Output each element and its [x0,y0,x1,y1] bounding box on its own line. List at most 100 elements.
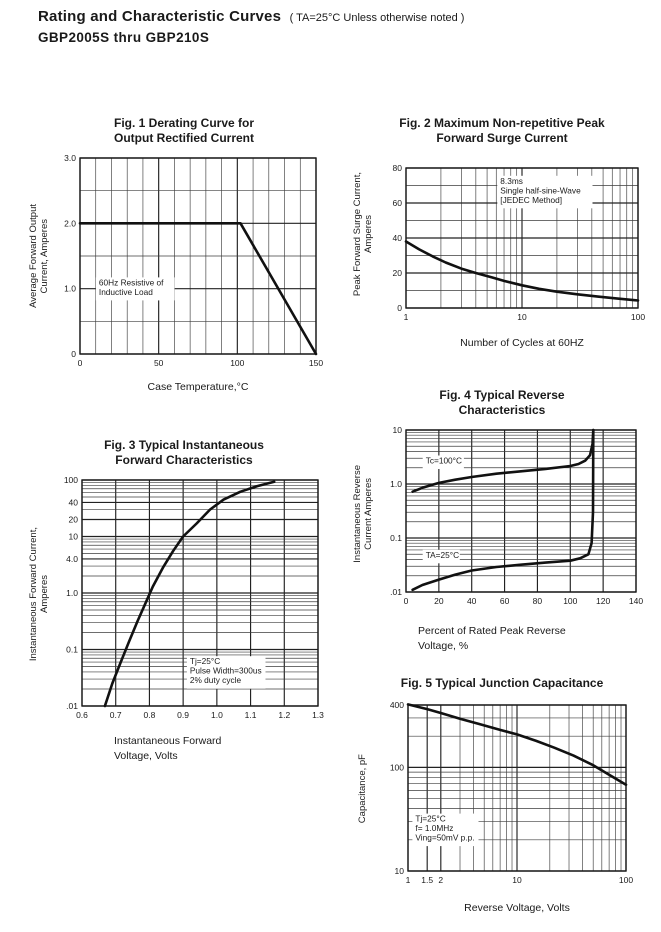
svg-text:100: 100 [631,312,645,322]
figure-2: Fig. 2 Maximum Non-repetitive Peak Forwa… [350,116,654,351]
svg-text:0.1: 0.1 [390,533,402,543]
figure-2-y-axis-label: Peak Forward Surge Current, Amperes [351,171,374,297]
svg-text:0: 0 [404,596,409,606]
svg-text:100: 100 [390,762,404,772]
figure-3-title-line2: Forward Characteristics [115,453,253,467]
svg-text:10: 10 [395,866,405,876]
svg-text:40: 40 [69,498,79,508]
figure-3: Fig. 3 Typical Instantaneous Forward Cha… [26,438,342,764]
svg-text:0: 0 [397,303,402,313]
figure-1-x-axis-label: Case Temperature,°C [147,381,249,393]
svg-text:100: 100 [64,475,78,485]
figure-3-x-axis-label: Instantaneous Forward Voltage, Volts [114,735,222,763]
svg-text:20: 20 [69,515,79,525]
svg-text:0.8: 0.8 [143,710,155,720]
part-number-range: GBP2005S thru GBP210S [38,30,210,45]
svg-text:0.9: 0.9 [177,710,189,720]
figure-1-plot: 0 50 100 150 3.0 2.0 1.0 0 60Hz Resistive ofIndu… [64,153,323,368]
svg-text:1.0: 1.0 [66,588,78,598]
figure-2-title-line2: Forward Surge Current [436,131,568,145]
svg-text:1.5: 1.5 [421,875,433,885]
figure-5-title-line1: Fig. 5 Typical Junction Capacitance [400,676,604,690]
figure-4-plot: 0 20 40 60 80 100 120 140 10 1.0 0.1 .01 Tc=100°C TA=… [390,425,643,606]
svg-text:3.0: 3.0 [64,153,76,163]
svg-text:10: 10 [517,312,527,322]
figure-1-title: Fig. 1 Derating Curve for Output Rectifi… [26,116,342,146]
svg-text:4.0: 4.0 [66,554,78,564]
svg-text:Tj=25°C: Tj=25°C [415,814,445,824]
svg-text:1.1: 1.1 [245,710,257,720]
figure-4-y-axis-label: Instantaneous Reverse Current Amperes [351,465,374,563]
svg-text:0.1: 0.1 [66,645,78,655]
figure-2-x-axis-label: Number of Cycles at 60HZ [460,337,584,349]
svg-text:Tj=25°C: Tj=25°C [190,656,220,666]
svg-text:400: 400 [390,700,404,710]
figure-1-title-line1: Fig. 1 Derating Curve for [113,116,255,130]
page-title: Rating and Characteristic Curves [38,8,282,25]
svg-text:0: 0 [78,358,83,368]
figure-3-title-line1: Fig. 3 Typical Instantaneous [104,438,264,452]
figure-4-title: Fig. 4 Typical Reverse Characteristics [350,388,654,418]
svg-text:50: 50 [154,358,164,368]
svg-text:10: 10 [393,425,403,435]
figure-1-y-axis-label: Average Forward Output Current, Amperes [27,204,50,308]
svg-text:0.6: 0.6 [76,710,88,720]
figure-4: Fig. 4 Typical Reverse Characteristics I… [350,388,654,654]
svg-text:40: 40 [393,233,403,243]
svg-text:120: 120 [596,596,610,606]
svg-text:.01: .01 [390,587,402,597]
svg-text:150: 150 [309,358,323,368]
figure-5-x-axis-label: Reverse Voltage, Volts [464,902,570,914]
svg-text:80: 80 [393,163,403,173]
figure-1-title-line2: Output Rectified Current [114,131,254,145]
svg-text:0.7: 0.7 [110,710,122,720]
svg-text:20: 20 [393,268,403,278]
figure-5: Fig. 5 Typical Junction Capacitance Capa… [350,676,654,916]
figure-5-y-axis-label: Capacitance, pF [357,754,369,824]
svg-text:10: 10 [69,532,79,542]
svg-text:20: 20 [434,596,444,606]
svg-text:f= 1.0MHz: f= 1.0MHz [415,823,453,833]
figure-3-title: Fig. 3 Typical Instantaneous Forward Cha… [26,438,342,468]
svg-text:100: 100 [619,875,633,885]
svg-text:2% duty cycle: 2% duty cycle [190,675,242,685]
svg-text:60: 60 [500,596,510,606]
svg-text:1.0: 1.0 [211,710,223,720]
figure-3-y-axis-label: Instantaneous Forward Current, Amperes [27,526,50,662]
svg-text:80: 80 [533,596,543,606]
page-title-note: ( TA=25°C Unless otherwise noted ) [289,12,465,24]
svg-text:10: 10 [512,875,522,885]
figure-5-title: Fig. 5 Typical Junction Capacitance [350,676,654,691]
svg-text:Inductive Load: Inductive Load [99,287,153,297]
svg-text:2.0: 2.0 [64,218,76,228]
svg-text:Ving=50mV p.p.: Ving=50mV p.p. [415,833,474,843]
page-header: Rating and Characteristic Curves ( TA=25… [38,8,464,45]
svg-text:Single half-sine-Wave: Single half-sine-Wave [500,185,581,195]
svg-text:1.2: 1.2 [278,710,290,720]
svg-text:Tc=100°C: Tc=100°C [426,456,462,466]
figure-5-plot: 1 1.5 2 10 100 400 100 10 Tj=25°Cf= 1.0MHzVing=5… [390,700,634,885]
figure-1: Fig. 1 Derating Curve for Output Rectifi… [26,116,342,395]
figure-4-title-line1: Fig. 4 Typical Reverse [439,388,565,402]
svg-text:1.3: 1.3 [312,710,324,720]
svg-text:60: 60 [393,198,403,208]
svg-text:1: 1 [406,875,411,885]
svg-text:.01: .01 [66,701,78,711]
svg-text:60Hz Resistive of: 60Hz Resistive of [99,277,164,287]
svg-text:1: 1 [404,312,409,322]
svg-text:1.0: 1.0 [390,479,402,489]
svg-text:100: 100 [563,596,577,606]
svg-text:40: 40 [467,596,477,606]
svg-text:Pulse Width=300us: Pulse Width=300us [190,666,262,676]
svg-text:8.3ms: 8.3ms [500,176,523,186]
svg-text:140: 140 [629,596,643,606]
figure-2-title-line1: Fig. 2 Maximum Non-repetitive Peak [399,116,605,130]
figure-2-title: Fig. 2 Maximum Non-repetitive Peak Forwa… [350,116,654,146]
svg-text:1.0: 1.0 [64,284,76,294]
figure-4-x-axis-label: Percent of Rated Peak Reverse Voltage, % [418,625,566,653]
svg-text:[JEDEC Method]: [JEDEC Method] [500,195,562,205]
svg-text:100: 100 [230,358,244,368]
figure-3-plot: 0.6 0.7 0.8 0.9 1.0 1.1 1.2 1.3 100 40 20 10 4.0 1.0 0… [64,475,324,720]
